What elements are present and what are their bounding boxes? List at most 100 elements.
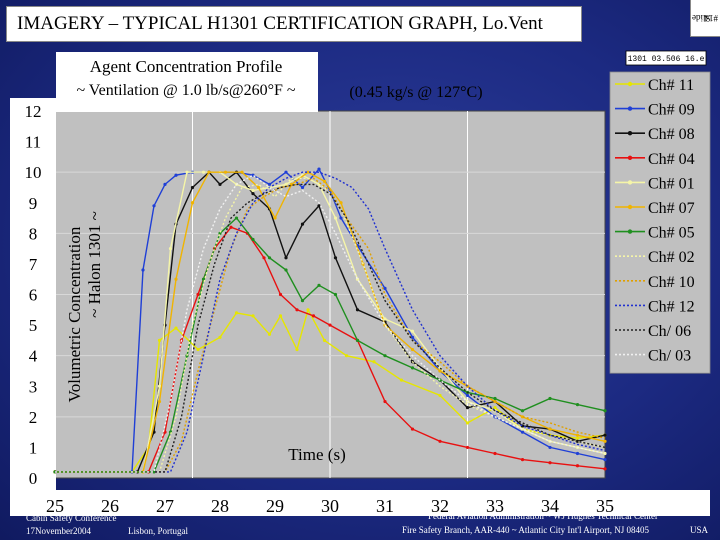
series-point-05 [284, 268, 288, 272]
series-point-09 [548, 445, 552, 450]
y-tick-label: 0 [29, 469, 38, 488]
series-point-04 [465, 445, 470, 450]
chart-title-panel [56, 52, 318, 112]
series-point-08 [355, 308, 360, 312]
series-point-04 [520, 458, 525, 462]
legend-label: Ch# 07 [648, 200, 695, 217]
series-point-11 [493, 406, 497, 410]
series-point-05 [520, 409, 525, 413]
series-point-11 [372, 360, 376, 364]
series-point-09 [152, 204, 156, 208]
series-point-08 [300, 222, 305, 226]
series-line-12 [55, 171, 606, 473]
series-point-07 [438, 369, 442, 373]
series-point-08 [603, 433, 607, 437]
series-point-05 [575, 403, 580, 407]
legend-label: Ch/ 03 [648, 348, 691, 365]
series-point-09 [174, 173, 178, 177]
series-point-01 [201, 170, 206, 174]
series-point-04 [438, 439, 442, 443]
series-point-08 [218, 182, 222, 186]
y-tick-label: 11 [25, 133, 41, 152]
legend-label: Ch# 02 [648, 249, 695, 266]
series-point-09 [410, 335, 415, 339]
legend-label: Ch# 12 [648, 298, 695, 315]
series-point-09 [339, 216, 343, 220]
series-point-08 [465, 406, 470, 410]
slide-title-box: IMAGERY – TYPICAL H1301 CERTIFICATION GR… [6, 6, 582, 42]
legend-marker [627, 204, 633, 210]
x-tick-label: 25 [46, 496, 64, 516]
series-point-09 [383, 286, 387, 290]
x-tick-label: 34 [541, 496, 559, 516]
x-tick-label: 26 [101, 496, 119, 516]
slide-number-tab: Slide #14 [690, 0, 720, 37]
chart-title: Agent Concentration Profile [90, 57, 283, 76]
footer-conference: Cabin Safety Conference [26, 513, 117, 523]
series-point-05 [317, 283, 321, 287]
series-point-11 [267, 332, 272, 336]
series-point-07 [240, 170, 244, 174]
legend-label: Ch# 08 [648, 126, 695, 143]
x-axis-label: Time (s) [288, 445, 345, 464]
series-point-11 [196, 347, 200, 352]
y-tick-label: 1 [29, 438, 38, 457]
y-tick-label: 3 [29, 377, 38, 396]
x-tick-label: 28 [211, 496, 229, 516]
series-point-01 [603, 451, 607, 456]
series-point-05 [548, 396, 552, 401]
series-point-05 [603, 409, 607, 413]
x-tick-label: 30 [321, 496, 339, 516]
series-point-09 [575, 451, 580, 456]
series-point-01 [168, 247, 173, 251]
x-tick-label: 35 [596, 496, 614, 516]
series-point-09 [163, 182, 167, 186]
series-point-11 [465, 421, 470, 425]
series-point-04 [603, 467, 607, 471]
series-point-09 [317, 167, 321, 171]
series-point-04 [383, 399, 387, 404]
legend-label: Ch# 01 [648, 175, 695, 192]
legend-marker [627, 229, 633, 234]
legend-marker [627, 131, 633, 136]
series-point-09 [284, 170, 288, 174]
series-point-07 [256, 185, 261, 190]
x-tick-label: 32 [431, 496, 449, 516]
y-tick-label: 7 [29, 255, 38, 274]
series-point-01 [333, 216, 338, 220]
series-point-07 [174, 277, 178, 281]
series-point-05 [267, 256, 272, 260]
y-tick-label: 5 [29, 316, 38, 335]
y-axis-panel [10, 98, 56, 490]
series-point-11 [306, 308, 310, 312]
x-tick-label: 29 [266, 496, 284, 516]
series-point-08 [251, 191, 255, 196]
series-point-04 [328, 323, 332, 327]
x-tick-label: 31 [376, 496, 394, 516]
series-point-09 [267, 182, 272, 186]
series-point-01 [251, 188, 255, 193]
y-axis-label: Volumetric Concentration [65, 226, 84, 402]
series-point-08 [333, 256, 338, 260]
series-point-07 [207, 170, 211, 174]
legend-label: Ch# 05 [648, 225, 695, 242]
series-point-04 [262, 256, 266, 260]
chart-subtitle: ~ Ventilation @ 1.0 lb/s@260°F ~ [76, 82, 295, 99]
series-point-09 [300, 185, 305, 190]
series-point-05 [383, 354, 387, 358]
series-point-04 [295, 308, 299, 312]
legend-marker [627, 81, 633, 87]
series-point-07 [603, 439, 607, 443]
x-tick-label: 33 [486, 496, 504, 516]
series-point-11 [218, 335, 222, 339]
series-point-07 [548, 427, 552, 431]
series-point-09 [465, 393, 470, 398]
y-tick-label: 9 [29, 194, 38, 213]
footer-date: 17November2004 [26, 526, 91, 536]
series-point-04 [311, 314, 316, 318]
footer-faa: Federal Aviation Administration ~ WJ Hug… [428, 511, 658, 521]
series-point-11 [157, 338, 162, 342]
series-point-05 [234, 216, 239, 220]
series-point-11 [438, 393, 442, 398]
